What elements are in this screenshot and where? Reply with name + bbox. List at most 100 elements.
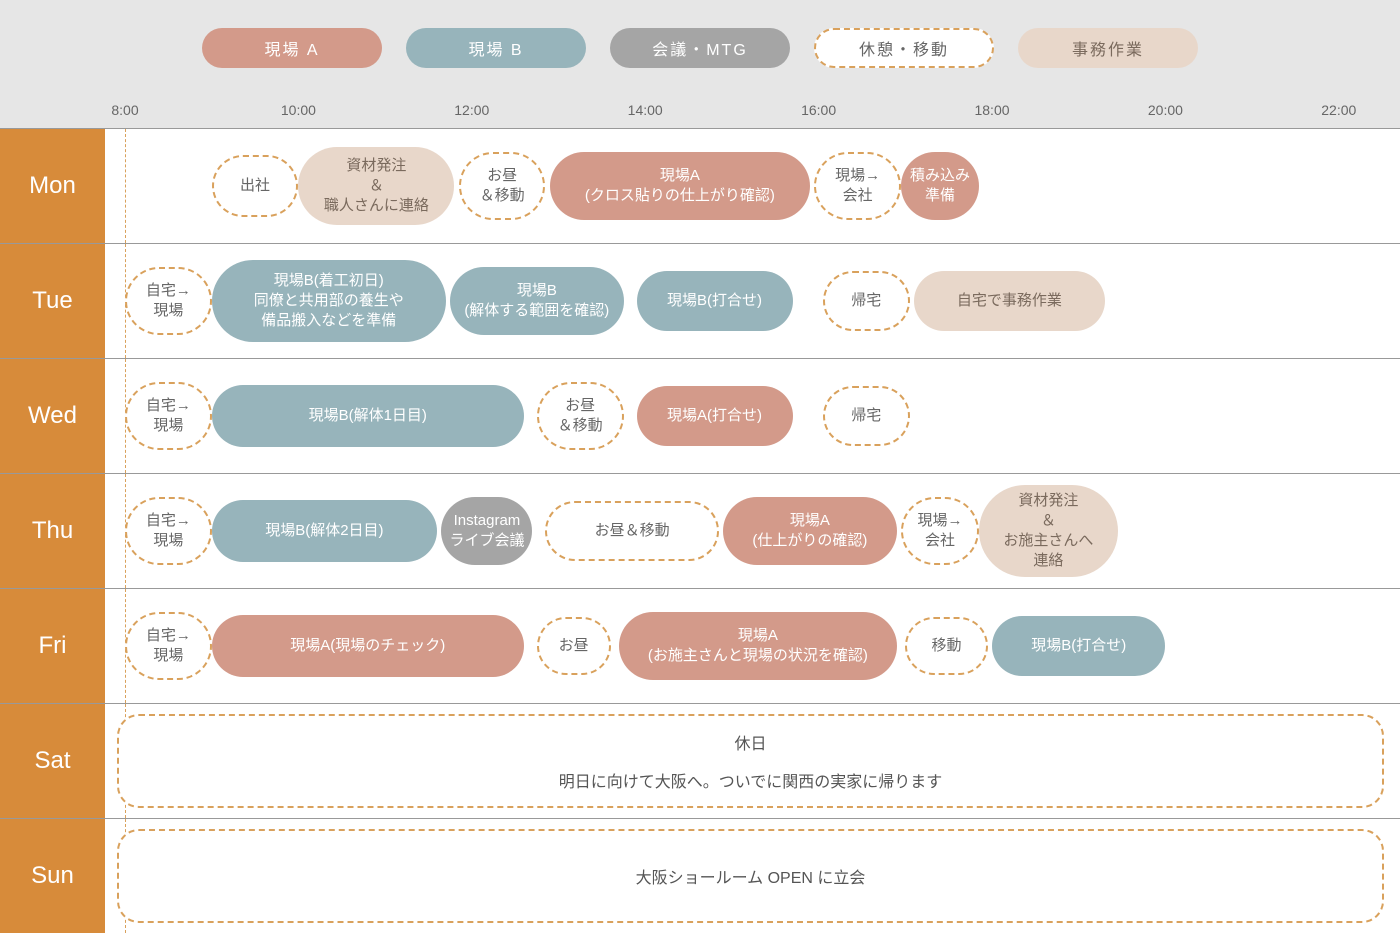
event-text: 資材発注: [346, 156, 406, 176]
event-text: 自宅→: [146, 281, 191, 301]
day-header-mon: Mon: [0, 129, 105, 243]
event-text: 自宅→: [146, 396, 191, 416]
event-office: 資材発注＆職人さんに連絡: [298, 147, 454, 225]
event-text: 現場: [153, 646, 183, 666]
event-text: 現場A: [660, 166, 700, 186]
day-body-mon: 出社資材発注＆職人さんに連絡お昼＆移動現場A(クロス貼りの仕上がり確認)現場→会…: [105, 129, 1400, 243]
event-text: 会社: [925, 531, 955, 551]
event-text: 現場B(着工初日): [274, 271, 384, 291]
event-text: 出社: [240, 176, 270, 196]
event-text: 資材発注: [1018, 491, 1078, 511]
event-text: 移動: [931, 636, 961, 656]
event-text: 現場B: [517, 281, 557, 301]
event-text: ＆移動: [480, 186, 525, 206]
day-body-wed: 自宅→現場 現場B(解体1日目) お昼＆移動 現場A(打合せ) 帰宅: [105, 359, 1400, 473]
event-text: 現場A(打合せ): [667, 406, 762, 426]
event-text: 連絡: [1033, 551, 1063, 571]
event-text: Instagram: [454, 511, 521, 531]
event-break: 出社: [212, 155, 299, 217]
event-break: 現場→会社: [901, 497, 979, 565]
note-line: 大阪ショールーム OPEN に立会: [636, 864, 866, 888]
legend-item-siteB: 現場 B: [406, 28, 586, 68]
full-day-note: 休日明日に向けて大阪へ。ついでに関西の実家に帰ります: [117, 714, 1384, 808]
event-text: お施主さんへ: [1003, 531, 1093, 551]
event-meeting: Instagramライブ会議: [441, 497, 532, 565]
day-header-sat: Sat: [0, 704, 105, 818]
event-siteB: 現場B(解体する範囲を確認): [450, 267, 623, 335]
event-break: お昼: [537, 617, 611, 675]
event-siteB: 現場B(解体2日目): [212, 500, 437, 562]
day-row-wed: Wed 自宅→現場 現場B(解体1日目) お昼＆移動 現場A(打合せ) 帰宅: [0, 358, 1400, 473]
event-text: ＆移動: [558, 416, 603, 436]
full-day-note: 大阪ショールーム OPEN に立会: [117, 829, 1384, 923]
note-line: 明日に向けて大阪へ。ついでに関西の実家に帰ります: [559, 768, 943, 792]
day-body-sat: 休日明日に向けて大阪へ。ついでに関西の実家に帰ります: [105, 704, 1400, 818]
event-text: 現場B(解体2日目): [265, 521, 383, 541]
event-break: 自宅→現場: [125, 612, 212, 680]
legend-bar: 現場 A現場 B会議・MTG休憩・移動事務作業: [0, 0, 1400, 100]
day-row-sat: Sat休日明日に向けて大阪へ。ついでに関西の実家に帰ります: [0, 703, 1400, 818]
event-text: お昼: [565, 396, 595, 416]
event-office: 自宅で事務作業: [914, 271, 1105, 331]
note-line: 休日: [734, 730, 766, 754]
schedule-grid: Mon出社資材発注＆職人さんに連絡お昼＆移動現場A(クロス貼りの仕上がり確認)現…: [0, 128, 1400, 933]
time-label-8: 8:00: [111, 102, 138, 118]
event-break: 帰宅: [823, 386, 910, 446]
day-header-wed: Wed: [0, 359, 105, 473]
day-header-fri: Fri: [0, 589, 105, 703]
time-axis: 8:0010:0012:0014:0016:0018:0020:0022:00: [0, 100, 1400, 128]
event-siteB: 現場B(着工初日)同僚と共用部の養生や備品搬入などを準備: [212, 260, 446, 342]
event-siteB: 現場B(解体1日目): [212, 385, 524, 447]
event-text: 自宅→: [146, 511, 191, 531]
event-text: 現場B(打合せ): [1031, 636, 1126, 656]
legend-item-meeting: 会議・MTG: [610, 28, 790, 68]
time-label-16: 16:00: [801, 102, 836, 118]
day-row-fri: Fri自宅→現場現場A(現場のチェック)お昼現場A(お施主さんと現場の状況を確認…: [0, 588, 1400, 703]
event-break: 現場→会社: [814, 152, 901, 220]
event-break: 自宅→現場: [125, 267, 212, 335]
day-body-thu: 自宅→現場 現場B(解体2日目) Instagramライブ会議 お昼＆移動 現場A(仕上…: [105, 474, 1400, 588]
event-break: 自宅→現場: [125, 497, 212, 565]
event-text: (お施主さんと現場の状況を確認): [648, 646, 868, 666]
event-text: 帰宅: [851, 291, 881, 311]
event-text: 現場A: [790, 511, 830, 531]
time-label-14: 14:00: [628, 102, 663, 118]
event-text: 帰宅: [851, 406, 881, 426]
event-siteA: 積み込み準備: [901, 152, 979, 220]
day-row-sun: Sun 大阪ショールーム OPEN に立会: [0, 818, 1400, 933]
event-text: 現場: [153, 416, 183, 436]
day-header-tue: Tue: [0, 244, 105, 358]
day-row-mon: Mon出社資材発注＆職人さんに連絡お昼＆移動現場A(クロス貼りの仕上がり確認)現…: [0, 128, 1400, 243]
event-office: 資材発注＆お施主さんへ連絡: [979, 485, 1118, 577]
event-text: お昼＆移動: [595, 521, 670, 541]
day-body-tue: 自宅→現場現場B(着工初日)同僚と共用部の養生や備品搬入などを準備現場B(解体す…: [105, 244, 1400, 358]
day-body-fri: 自宅→現場現場A(現場のチェック)お昼現場A(お施主さんと現場の状況を確認)移動…: [105, 589, 1400, 703]
day-header-thu: Thu: [0, 474, 105, 588]
event-text: 現場A: [738, 626, 778, 646]
event-siteB: 現場B(打合せ): [637, 271, 793, 331]
day-row-tue: Tue自宅→現場現場B(着工初日)同僚と共用部の養生や備品搬入などを準備現場B(…: [0, 243, 1400, 358]
day-body-sun: 大阪ショールーム OPEN に立会: [105, 819, 1400, 933]
event-text: 現場B(解体1日目): [309, 406, 427, 426]
event-text: 現場→: [835, 166, 880, 186]
event-text: 現場: [153, 531, 183, 551]
event-text: 準備: [925, 186, 955, 206]
event-text: 現場→: [917, 511, 962, 531]
event-break: 自宅→現場: [125, 382, 212, 450]
event-siteA: 現場A(クロス貼りの仕上がり確認): [550, 152, 810, 220]
event-text: 備品搬入などを準備: [261, 311, 396, 331]
event-text: ライブ会議: [449, 531, 524, 551]
legend-item-break: 休憩・移動: [814, 28, 994, 68]
event-break: お昼＆移動: [459, 152, 546, 220]
event-siteA: 現場A(仕上がりの確認): [723, 497, 896, 565]
event-text: 積み込み: [910, 166, 970, 186]
event-siteB: 現場B(打合せ): [992, 616, 1165, 676]
legend-item-office: 事務作業: [1018, 28, 1198, 68]
event-text: 自宅で事務作業: [957, 291, 1062, 311]
event-text: (クロス貼りの仕上がり確認): [585, 186, 775, 206]
day-header-sun: Sun: [0, 819, 105, 933]
time-label-18: 18:00: [974, 102, 1009, 118]
event-text: 職人さんに連絡: [324, 196, 429, 216]
event-text: 自宅→: [146, 626, 191, 646]
event-text: 会社: [843, 186, 873, 206]
